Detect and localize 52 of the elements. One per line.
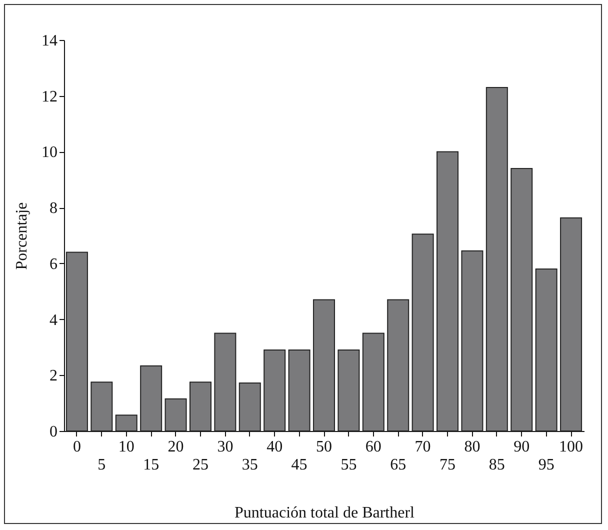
x-tick-label: 30: [217, 438, 234, 456]
y-tick-label: 2: [50, 368, 58, 385]
bar: [510, 168, 533, 432]
x-tick-label: 5: [98, 456, 106, 474]
bar: [66, 252, 88, 432]
x-tick-label: 95: [538, 456, 554, 474]
bar: [264, 350, 286, 432]
bar: [486, 86, 508, 432]
bar: [238, 382, 261, 432]
bar: [189, 382, 212, 432]
x-tick-label: 0: [72, 438, 81, 456]
bar: [288, 350, 310, 432]
bar: [412, 234, 434, 432]
x-tick-label: 40: [266, 438, 283, 456]
bar: [90, 382, 113, 432]
bar: [461, 250, 484, 432]
x-tick-label: 70: [414, 438, 431, 456]
x-tick-label: 60: [365, 438, 382, 456]
x-tick-label: 50: [316, 438, 332, 456]
y-tick-label: 10: [42, 144, 58, 162]
bar: [164, 398, 187, 432]
y-tick-label: 12: [42, 88, 58, 106]
y-tick-label: 4: [50, 312, 58, 329]
y-tick-label: 0: [50, 424, 58, 440]
bar: [387, 299, 410, 432]
bar: [313, 299, 335, 432]
y-tick-label: 8: [50, 200, 58, 218]
x-tick-label: 55: [340, 456, 357, 474]
bar: [214, 332, 236, 432]
y-axis-title: Porcentaje: [14, 202, 30, 270]
x-tick-label: 35: [242, 456, 258, 474]
bar: [362, 332, 384, 432]
x-tick-label: 85: [488, 456, 505, 474]
bar: [535, 268, 558, 432]
x-tick-label: 75: [440, 456, 456, 474]
bar: [436, 151, 459, 432]
x-tick-label: 25: [192, 456, 208, 474]
x-tick-label: 15: [143, 456, 160, 474]
bar: [560, 217, 582, 432]
x-tick-label: 80: [464, 438, 480, 456]
bar: [338, 350, 360, 432]
x-tick-label: 90: [514, 438, 530, 456]
x-tick-label: 65: [390, 456, 406, 474]
y-tick-label: 14: [42, 32, 58, 50]
x-tick-label: 20: [168, 438, 184, 456]
x-axis-title: Puntuación total de Bartherl: [234, 504, 416, 522]
bar: [115, 414, 138, 432]
bar: [140, 365, 162, 432]
x-tick-label: 10: [118, 438, 134, 456]
y-tick-label: 6: [50, 256, 58, 273]
x-tick-label: 100: [559, 438, 584, 456]
x-tick-label: 45: [291, 456, 308, 474]
